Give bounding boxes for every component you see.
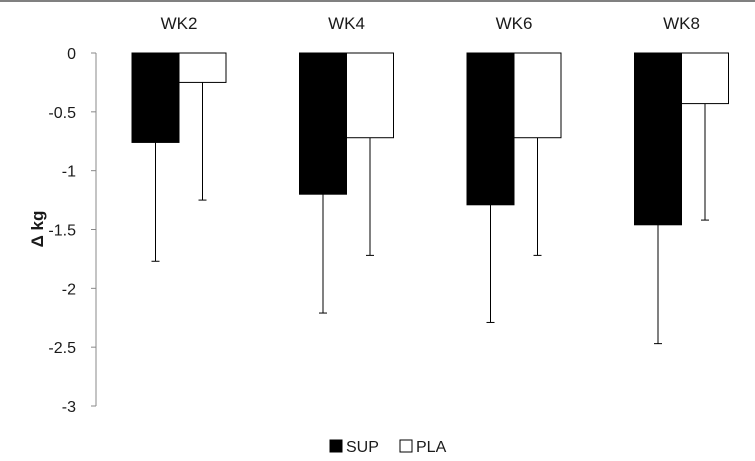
bar-sup-wk6: [466, 52, 515, 206]
legend-label-sup: SUP: [346, 439, 379, 456]
bar-sup-wk8: [634, 52, 682, 226]
y-tick-label: -3: [62, 399, 76, 416]
y-tick-label: 0: [67, 46, 76, 63]
legend-swatch-sup: [329, 439, 343, 453]
y-tick-label: -1.5: [48, 223, 76, 240]
bar-pla-wk8: [681, 52, 729, 105]
y-axis: 0 -0.5 -1 -1.5 -2 -2.5 -3: [48, 46, 97, 416]
bar-pla-wk2: [178, 52, 227, 83]
y-tick-label: -1: [62, 164, 76, 181]
legend-swatch-pla: [399, 439, 413, 453]
category-label: WK6: [496, 14, 533, 33]
bar-pla-wk6: [513, 52, 562, 139]
y-axis-title: Δ kg: [28, 211, 47, 248]
bars-group: [131, 52, 729, 226]
bar-sup-wk4: [299, 52, 347, 195]
bar-pla-wk4: [346, 52, 394, 139]
category-labels: WK2 WK4 WK6 WK8: [161, 14, 700, 33]
y-tick-label: -2: [62, 281, 76, 298]
y-tick-label: -0.5: [48, 105, 76, 122]
bar-sup-wk2: [131, 52, 180, 143]
category-label: WK4: [328, 14, 365, 33]
legend: SUP PLA: [329, 439, 447, 456]
category-label: WK2: [161, 14, 198, 33]
legend-label-pla: PLA: [416, 439, 447, 456]
category-label: WK8: [663, 14, 700, 33]
error-bars-group: [151, 82, 709, 345]
y-tick-label: -2.5: [48, 340, 76, 357]
